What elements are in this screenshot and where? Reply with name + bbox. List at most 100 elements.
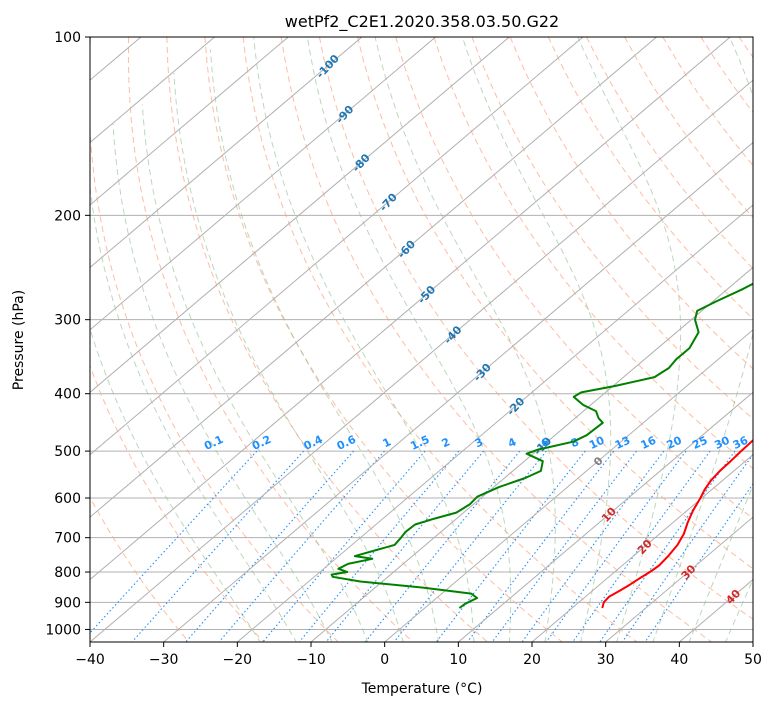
dry-adiabat-line [90,37,339,642]
dry-adiabat-line [90,496,190,642]
isotherm-label: -20 [504,395,527,419]
isotherm-label: -80 [350,151,373,175]
mixing-ratio-line [491,450,637,642]
mixing-ratio-line [325,450,485,642]
mixing-ratio-line [131,450,305,642]
mixing-ratio-line [435,450,586,642]
moist-adiabat-line [112,123,333,642]
isotherm-line [90,37,584,456]
mixing-ratio-line [467,450,615,642]
moist-adiabat-line [577,37,682,642]
dry-adiabat-line [204,37,563,642]
isotherm-label: -90 [333,103,356,127]
dry-adiabat-line [471,37,753,420]
x-tick-label: 50 [744,652,762,668]
mixing-ratio-line [393,450,547,642]
isotherm-line [90,37,510,393]
mixing-ratio-line [298,450,460,642]
y-axis-label: Pressure (hPa) [11,290,27,390]
mixing-ratio-label: 10 [587,434,607,452]
moist-adiabat-line [652,37,753,642]
x-tick-label: 0 [380,652,389,668]
dry-adiabat-line [166,37,488,642]
y-tick-label: 900 [54,595,81,611]
mixing-ratio-label: 3 [473,435,485,450]
y-axis: 100 200 300 400 500 600 700 800 900 1000 [45,30,90,638]
x-tick-label: −30 [149,652,179,668]
x-tick-label: 20 [523,652,541,668]
mixing-ratio-line [185,450,355,642]
dry-adiabat-line [90,364,264,642]
moist-adiabat-line [90,183,297,642]
dry-adiabat-line [433,37,753,470]
dry-adiabat-line [738,37,753,59]
isotherm-line [90,37,436,331]
temperature-profile-line [601,439,753,609]
dewpoint-profile-line [330,282,753,609]
mixing-ratio-label: 0.6 [335,433,358,453]
mixing-ratio-line [621,453,753,642]
profile-lines [330,282,753,609]
y-tick-label: 200 [54,208,81,224]
isotherm-line [90,37,289,206]
mixing-ratio-label: 25 [690,434,709,452]
isotherm-label: -40 [441,323,464,347]
x-axis: −40 −30 −20 −10 0 10 20 30 40 50 [75,642,762,668]
x-tick-label: −20 [223,652,253,668]
x-tick-label: 10 [449,652,467,668]
y-tick-label: 100 [54,30,81,46]
isotherm-line [752,641,753,642]
mixing-ratio-label: 30 [712,434,732,452]
mixing-ratio-label: 13 [613,434,632,452]
mixing-ratio-line [90,450,258,634]
x-axis-label: Temperature (°C) [361,681,483,697]
isotherm-line [90,37,215,144]
isotherm-line [90,79,753,642]
isotherm-label: -60 [395,237,418,261]
moist-adiabat-line [209,49,440,642]
x-tick-label: 30 [597,652,615,668]
moist-adiabat-line [141,104,369,642]
isotherm-label: -70 [377,191,400,215]
mixing-ratio-line [545,450,687,642]
mixing-ratio-label: 0.1 [202,433,225,453]
isotherm-line [90,37,363,269]
mixing-ratio-label: 4 [506,435,519,450]
isotherm-line [163,141,753,642]
mixing-ratio-line [599,450,736,642]
mixing-ratio-line [262,450,426,642]
mixing-ratio-label: 2 [440,435,452,450]
y-tick-label: 400 [54,387,81,403]
moist-adiabat-line [688,484,753,642]
mixing-ratio-label: 16 [639,434,659,452]
isotherm-label: -30 [471,361,494,385]
y-tick-label: 300 [54,313,81,329]
moist-adiabat-line [461,37,612,642]
isotherm-line [90,37,731,581]
dry-adiabat-line [318,37,753,620]
x-tick-label: −10 [296,652,326,668]
moist-adiabat-line [90,327,261,642]
chart-title: wetPf2_C2E1.2020.358.03.50.G22 [285,12,559,32]
isotherm-line [90,37,657,518]
moist-adiabat-line [173,72,404,642]
x-tick-label: 40 [670,652,688,668]
isotherm-line [458,391,753,642]
dry-adiabat-line [242,37,638,642]
y-tick-label: 700 [54,531,81,547]
dry-adiabat-line [509,37,753,370]
isotherm-line [310,266,753,642]
isotherm-line [531,454,753,642]
mixing-ratio-label: 0.2 [250,433,273,453]
y-tick-label: 600 [54,491,81,507]
dry-adiabat-line [662,37,753,167]
mixing-ratio-label: 1.5 [408,433,431,453]
y-tick-label: 800 [54,565,81,581]
isotherm-line [605,516,753,642]
x-tick-label: −40 [75,652,105,668]
mixing-ratio-line [218,450,385,642]
moist-adiabat-line [307,37,512,642]
mixing-ratio-label: 0.4 [302,433,325,453]
